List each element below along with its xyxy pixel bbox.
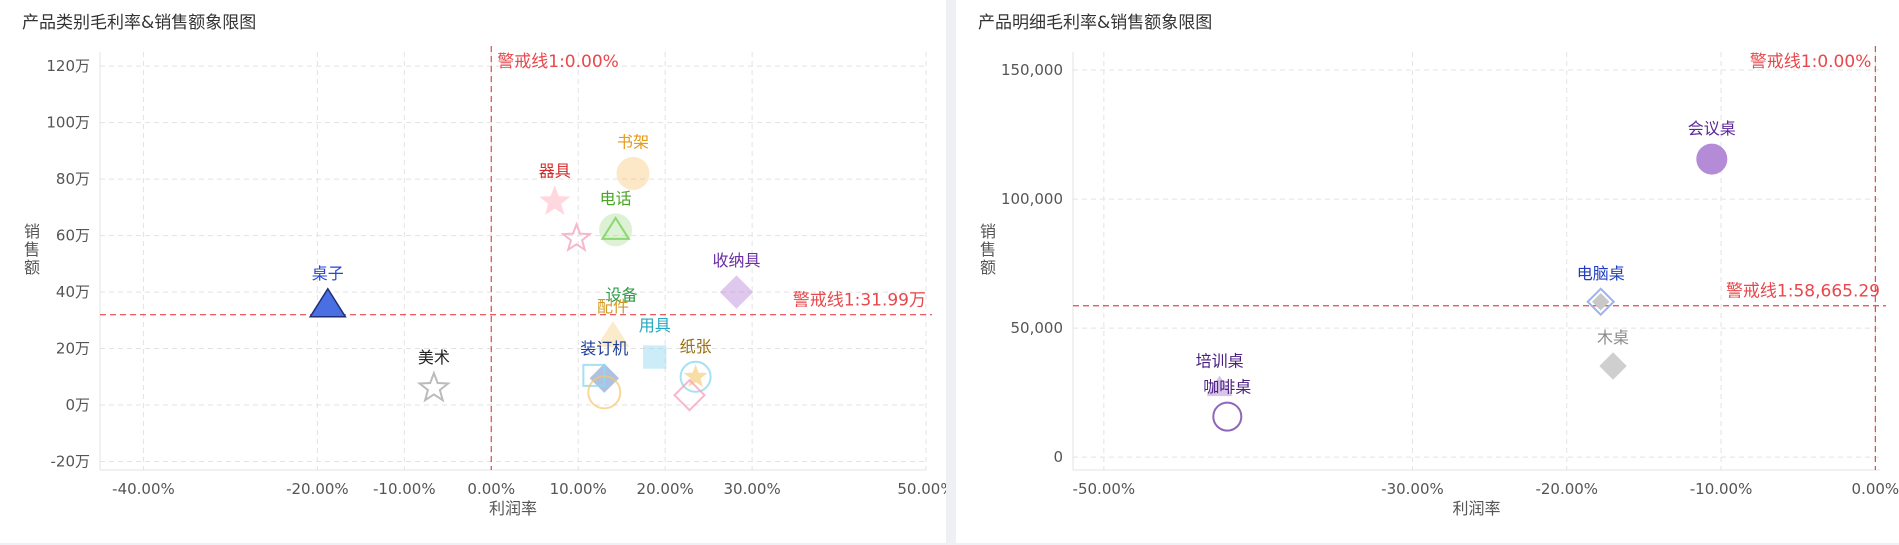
right-scatter-chart[interactable]: 150,000 100,000 50,000 0 -50.00% -30.00% -20.0… <box>956 0 1899 543</box>
x-tick-label: 10.00% <box>550 480 607 498</box>
point-marker-4[interactable] <box>600 216 631 240</box>
point-marker-4[interactable] <box>1206 375 1233 397</box>
point-marker-16[interactable] <box>416 370 451 403</box>
y-tick-label: 150,000 <box>1001 61 1063 79</box>
left-chart-panel: 产品类别毛利率&销售额象限图 120万 100万 80万 60万 40万 20万 0万 -20… <box>0 0 946 543</box>
x-tick-label: -10.00% <box>373 480 436 498</box>
point-label: 器具 <box>539 162 571 181</box>
y-tick-label: 80万 <box>56 170 90 188</box>
point-label: 配件 <box>597 297 629 316</box>
point-label: 会议桌 <box>1688 119 1736 138</box>
x-tick-label: -20.00% <box>1535 480 1598 498</box>
point-label: 木桌 <box>1597 328 1629 347</box>
point-label: 电脑桌 <box>1577 264 1625 283</box>
ref-line-y-label: 警戒线1:58,665.29 <box>1726 282 1880 302</box>
point-marker-6[interactable] <box>308 287 347 318</box>
right-chart-panel: 产品明细毛利率&销售额象限图 150,000 100,000 50,000 0 -50.… <box>956 0 1899 543</box>
point-label: 收纳具 <box>712 251 760 270</box>
x-tick-label: 0.00% <box>467 480 515 498</box>
point-label: 设备 <box>606 285 638 304</box>
y-tick-label: 100,000 <box>1001 190 1063 208</box>
x-axis-title: 利润率 <box>489 499 537 518</box>
point-marker-1[interactable] <box>539 185 571 215</box>
y-tick-label: 20万 <box>56 340 90 358</box>
y-tick-label: 40万 <box>56 283 90 301</box>
ref-line-x-label: 警戒线1:0.00% <box>497 52 619 72</box>
point-label: 电话 <box>600 189 632 208</box>
x-tick-label: -10.00% <box>1690 480 1753 498</box>
y-axis-title: 销售额 <box>980 222 996 277</box>
point-label: 桌子 <box>312 264 344 283</box>
x-tick-label: -30.00% <box>1381 480 1444 498</box>
point-marker-0[interactable] <box>1696 143 1728 175</box>
y-tick-label: 100万 <box>46 114 90 132</box>
left-scatter-chart[interactable]: 120万 100万 80万 60万 40万 20万 0万 -20万 -40.00% -20.00%… <box>0 0 946 543</box>
point-marker-10[interactable] <box>679 360 712 393</box>
point-label: 咖啡桌 <box>1203 378 1251 397</box>
y-tick-label: -20万 <box>51 453 91 471</box>
ref-line-x-label: 警戒线1:0.00% <box>1750 52 1872 72</box>
point-marker-2[interactable] <box>560 221 593 252</box>
x-tick-label: 20.00% <box>637 480 694 498</box>
y-axis-title: 销售额 <box>24 222 40 277</box>
y-tick-label: 60万 <box>56 227 90 245</box>
point-label: 用具 <box>639 316 671 335</box>
y-tick-label: 0万 <box>65 396 90 414</box>
point-label: 纸张 <box>680 337 712 356</box>
point-label: 书架 <box>617 132 649 151</box>
y-tick-label: 50,000 <box>1011 319 1064 337</box>
point-marker-3[interactable] <box>1599 352 1627 380</box>
y-tick-label: 0 <box>1053 448 1063 466</box>
x-tick-label: 50.00% <box>897 480 946 498</box>
x-tick-label: 0.00% <box>1852 480 1899 498</box>
right-chart-title: 产品明细毛利率&销售额象限图 <box>978 13 1213 33</box>
point-label: 美术 <box>418 348 450 367</box>
left-chart-title: 产品类别毛利率&销售额象限图 <box>22 13 257 33</box>
y-tick-label: 120万 <box>46 57 90 75</box>
x-axis-title: 利润率 <box>1452 499 1500 518</box>
point-marker-8[interactable] <box>596 320 630 347</box>
point-marker-0[interactable] <box>616 156 650 190</box>
point-marker-1[interactable] <box>1586 287 1616 317</box>
point-marker-11[interactable] <box>683 364 708 387</box>
x-tick-label: -50.00% <box>1073 480 1136 498</box>
x-tick-label: 30.00% <box>724 480 781 498</box>
x-tick-label: -40.00% <box>112 480 175 498</box>
point-marker-2[interactable] <box>1592 293 1610 311</box>
point-marker-14[interactable] <box>587 375 622 410</box>
point-label: 培训桌 <box>1196 351 1244 370</box>
point-marker-15[interactable] <box>673 378 706 412</box>
ref-line-y-label: 警戒线1:31.99万 <box>793 291 926 311</box>
point-marker-5[interactable] <box>1212 401 1243 432</box>
x-tick-label: -20.00% <box>286 480 349 498</box>
point-marker-5[interactable] <box>719 275 754 309</box>
point-label: 装订机 <box>580 339 628 358</box>
point-marker-9[interactable] <box>643 345 667 369</box>
